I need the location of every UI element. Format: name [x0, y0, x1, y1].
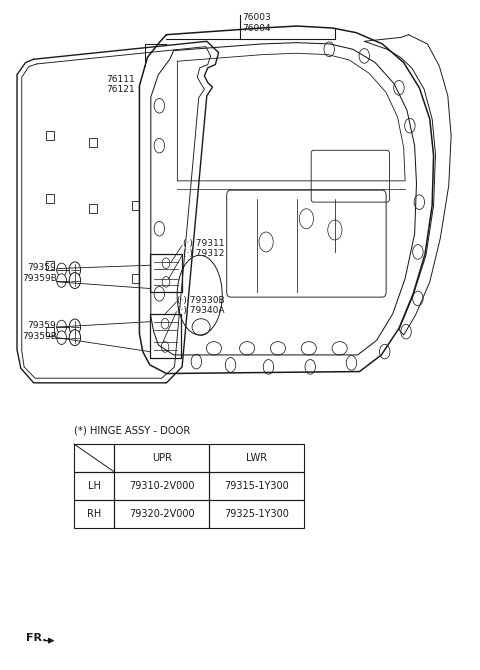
Bar [132, 201, 139, 210]
Bar [47, 194, 54, 204]
Bar [114, 500, 209, 528]
Text: 79359B: 79359B [22, 332, 57, 341]
Text: LWR: LWR [246, 453, 267, 463]
Text: 76004: 76004 [242, 23, 271, 33]
Bar [74, 444, 114, 472]
Bar [74, 472, 114, 500]
Text: 79310-2V000: 79310-2V000 [129, 481, 194, 491]
Bar [47, 327, 54, 336]
Text: 76121: 76121 [106, 84, 135, 94]
Text: UPR: UPR [152, 453, 172, 463]
Text: LH: LH [88, 481, 100, 491]
Text: (·) 79311: (·) 79311 [183, 239, 225, 248]
Circle shape [57, 320, 66, 334]
Text: 76003: 76003 [242, 13, 271, 22]
Text: 76111: 76111 [106, 74, 135, 84]
Circle shape [57, 263, 66, 277]
Bar [209, 472, 304, 500]
Bar [47, 131, 54, 140]
Bar [114, 444, 209, 472]
Text: FR.: FR. [25, 633, 46, 643]
Bar [114, 472, 209, 500]
Text: 79359: 79359 [27, 320, 56, 330]
Text: 79359B: 79359B [22, 274, 57, 283]
Circle shape [69, 330, 81, 346]
Text: (·) 79340A: (·) 79340A [178, 306, 225, 315]
Circle shape [69, 273, 81, 289]
Text: 79315-1Y300: 79315-1Y300 [224, 481, 289, 491]
Text: 79320-2V000: 79320-2V000 [129, 509, 194, 519]
Text: (*) HINGE ASSY - DOOR: (*) HINGE ASSY - DOOR [74, 425, 190, 436]
Circle shape [57, 274, 66, 287]
Bar [209, 500, 304, 528]
Bar [132, 274, 139, 283]
Bar [89, 204, 96, 214]
Text: 79359: 79359 [27, 263, 56, 272]
Circle shape [69, 262, 81, 278]
Text: 79325-1Y300: 79325-1Y300 [224, 509, 289, 519]
Circle shape [57, 331, 66, 344]
Bar [47, 261, 54, 270]
Circle shape [69, 319, 81, 335]
Text: (·) 79312: (·) 79312 [183, 249, 225, 259]
Bar [209, 444, 304, 472]
Bar [89, 137, 96, 147]
Bar [74, 500, 114, 528]
Text: RH: RH [87, 509, 101, 519]
Text: (·) 79330B: (·) 79330B [178, 296, 225, 305]
